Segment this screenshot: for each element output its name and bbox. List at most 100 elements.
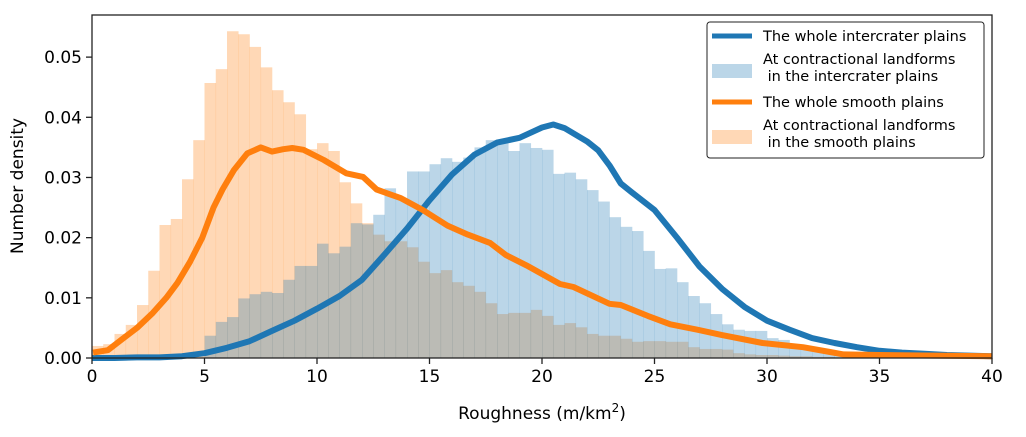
histogram-bar — [260, 291, 273, 358]
histogram-bar — [598, 335, 610, 358]
histogram-bar — [362, 223, 374, 358]
histogram-bar — [643, 341, 655, 358]
x-axis-label: Roughness (m/km2) — [458, 401, 626, 424]
histogram-bar — [677, 282, 689, 358]
x-tick-label: 30 — [756, 367, 778, 387]
histogram-bar — [497, 314, 509, 358]
histogram-bar — [530, 309, 543, 358]
x-tick-label: 35 — [869, 367, 891, 387]
histogram-bar — [463, 285, 475, 358]
series-line — [92, 121, 993, 361]
histogram-bar — [519, 143, 532, 358]
histogram-bar — [317, 143, 329, 358]
histogram-bar — [204, 335, 217, 358]
histogram-bar — [654, 341, 667, 358]
line-layer — [92, 121, 993, 361]
x-tick-label: 0 — [87, 367, 98, 387]
histogram-bar — [384, 241, 397, 358]
histogram-bar — [362, 224, 374, 358]
histogram-bar — [575, 179, 588, 358]
histogram-bar — [407, 247, 419, 358]
histogram-bar — [643, 250, 655, 358]
histogram-bar — [272, 90, 284, 358]
y-tick-label: 0.01 — [44, 289, 82, 309]
histogram-bar — [665, 268, 678, 358]
histogram-bar — [733, 329, 745, 358]
histogram-bar — [542, 149, 554, 358]
x-tick-label: 25 — [644, 367, 666, 387]
histogram-bar — [789, 347, 802, 358]
histogram-bar — [823, 353, 835, 358]
x-tick-label: 5 — [199, 367, 210, 387]
histogram-bar — [553, 324, 565, 358]
histogram-bar — [227, 317, 239, 358]
histogram-bar — [328, 253, 340, 358]
histogram-bar — [812, 351, 824, 358]
histogram-bar — [553, 173, 565, 358]
histogram-bar — [429, 164, 442, 358]
histogram-bar — [564, 323, 577, 358]
y-tick-label: 0.04 — [44, 108, 82, 128]
x-axis: 0 5 10 15 20 25 30 35 40 — [87, 358, 1003, 387]
histogram-bar — [395, 241, 408, 358]
y-tick-label: 0.05 — [44, 48, 82, 68]
histogram-bar — [238, 298, 250, 358]
x-tick-label: 20 — [531, 367, 553, 387]
histogram-bar — [452, 161, 464, 358]
histogram-bar — [114, 333, 127, 358]
series-line — [92, 144, 993, 360]
histogram-bar — [530, 147, 543, 358]
histogram-bar — [654, 268, 667, 358]
histogram-bar — [778, 339, 790, 358]
histogram-bar — [677, 341, 689, 358]
histogram-bar — [125, 324, 138, 358]
histogram-bar — [800, 349, 813, 358]
histogram-bar — [215, 69, 228, 358]
y-tick-label: 0.00 — [44, 349, 82, 369]
histogram-bar — [598, 201, 610, 358]
histogram-bar — [283, 102, 295, 358]
histogram-bar — [407, 171, 419, 358]
histogram-bar — [587, 190, 599, 358]
histogram-bar — [609, 217, 622, 358]
histogram-bar — [542, 315, 554, 358]
histogram-bar — [632, 231, 644, 358]
histogram-bar — [249, 46, 262, 359]
histogram-bar — [665, 341, 678, 358]
histogram-bar — [440, 158, 453, 358]
histogram-bar — [159, 225, 172, 358]
x-tick-label: 15 — [419, 367, 441, 387]
histogram-bar — [575, 327, 588, 358]
histogram-bar — [485, 140, 498, 358]
histogram-bar — [564, 172, 577, 358]
histogram-bar — [294, 265, 307, 358]
histogram-bar — [800, 356, 813, 358]
histogram-bar — [722, 349, 734, 358]
legend-label: The whole smooth plains — [762, 95, 944, 111]
histogram-bar — [733, 353, 745, 358]
histogram-bar — [508, 150, 520, 358]
histogram-bar — [339, 246, 352, 358]
legend-patch-swatch — [712, 130, 752, 144]
histogram-bar — [778, 355, 790, 358]
histogram-bar — [632, 341, 644, 358]
histogram-bar — [429, 273, 442, 358]
histogram-bar — [395, 199, 408, 358]
histogram-bar — [767, 338, 779, 358]
histogram-bar — [137, 305, 149, 358]
y-tick-label: 0.03 — [44, 168, 82, 188]
histogram-bar — [418, 171, 430, 358]
histogram-bar — [317, 243, 329, 358]
histogram-bar — [508, 312, 520, 358]
histogram-bar — [474, 147, 487, 358]
y-axis: 0.00 0.01 0.02 0.03 0.04 0.05 — [44, 48, 92, 369]
legend-label: The whole intercrater plains — [762, 29, 966, 45]
histogram-bar — [710, 348, 723, 358]
histogram-bar — [474, 291, 487, 358]
histogram-bar — [305, 149, 318, 358]
histogram-bar — [294, 114, 307, 358]
histogram-bar — [373, 214, 385, 358]
x-tick-label: 10 — [306, 367, 328, 387]
legend: The whole intercrater plains At contracti… — [706, 21, 985, 159]
